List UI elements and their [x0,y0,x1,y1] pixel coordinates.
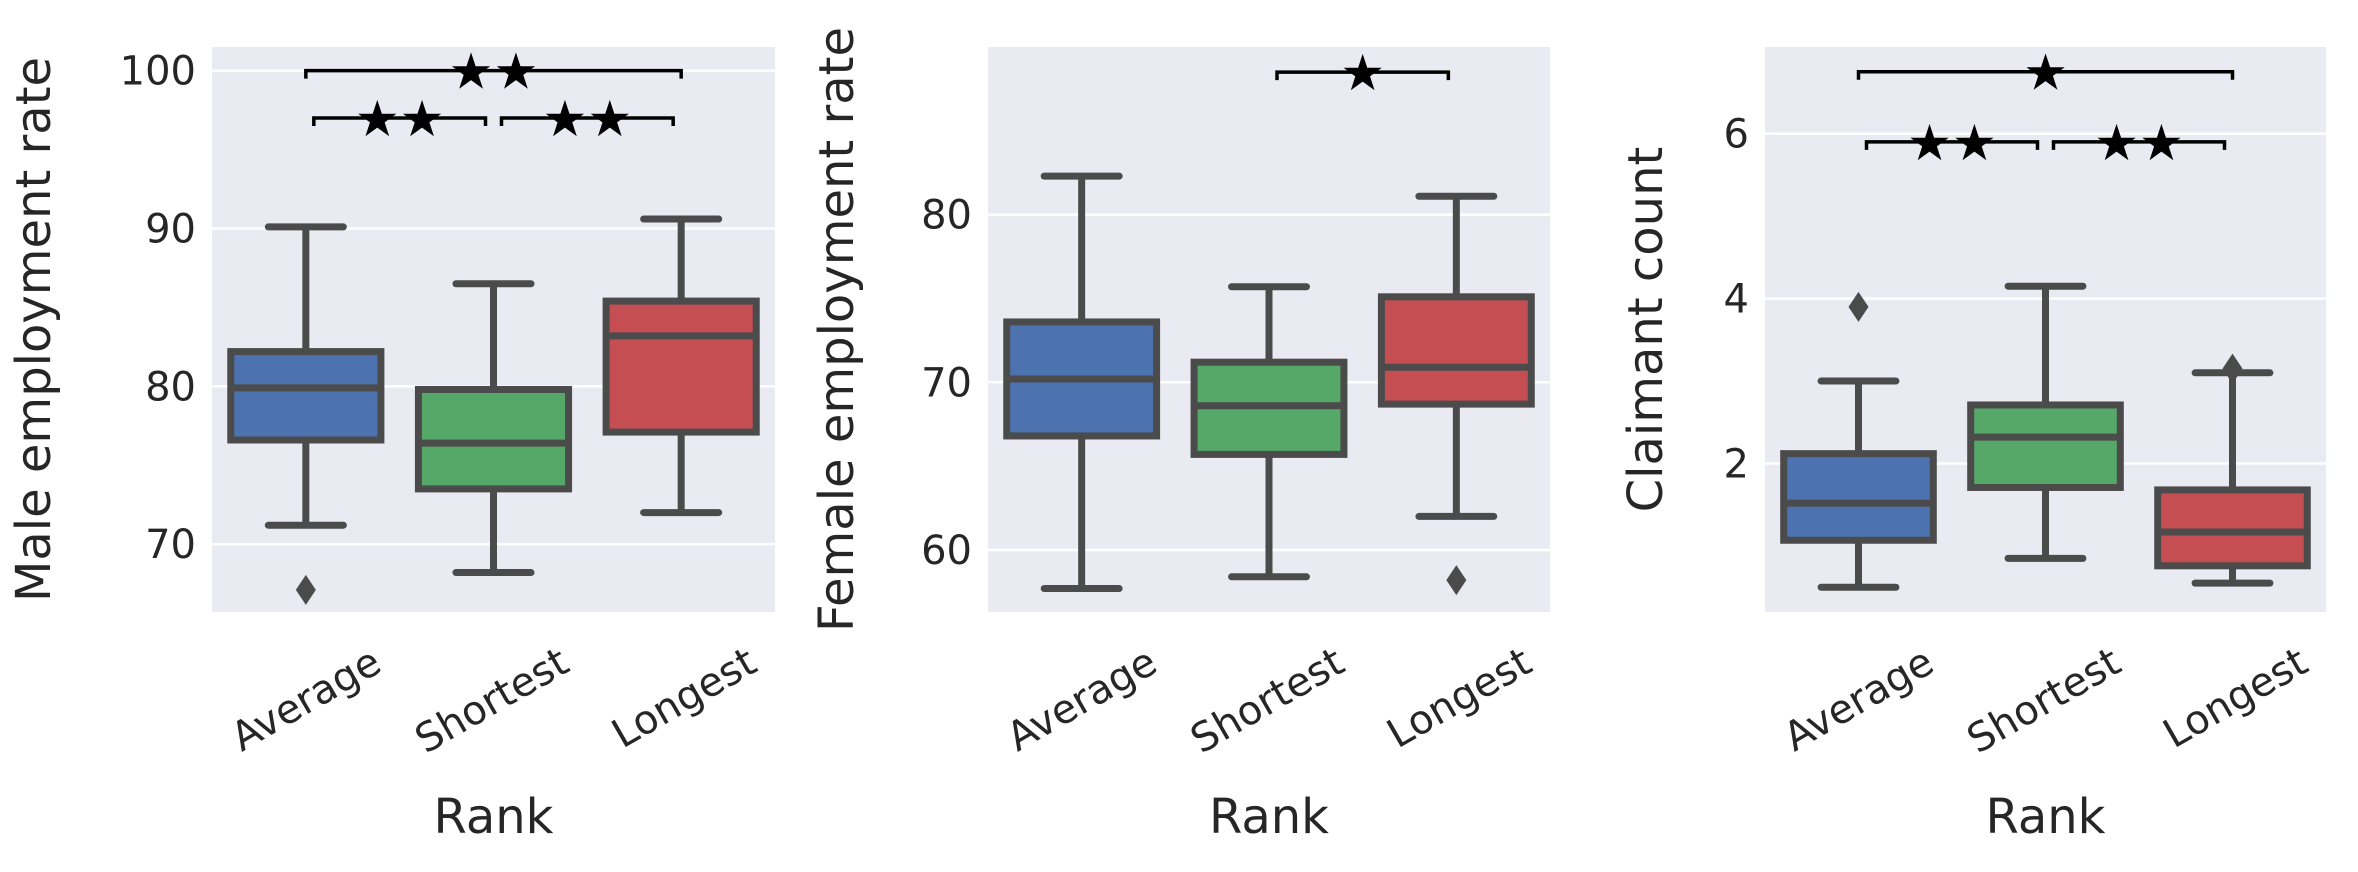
y-tick-label: 6 [1724,112,1749,158]
bracket-line [1864,140,2040,150]
y-tick-label: 100 [120,49,196,95]
y-tick-label: 2 [1724,442,1749,488]
box-longest [2154,353,2311,587]
box-average [227,223,385,605]
y-axis-label: Female employment rate [809,27,865,632]
box-longest [602,215,760,517]
y-tick-label: 60 [921,528,972,574]
bracket-line [312,116,488,127]
x-tick-label: Average [1776,639,1941,761]
box-body [2154,486,2311,570]
outlier-marker [1848,291,1869,322]
y-tick-label: 70 [921,360,972,406]
significance-stars: ★★ [2094,114,2184,172]
x-tick-label: Longest [1380,639,1540,758]
significance-bracket: ★★ [312,90,488,148]
box-average [1780,291,1937,591]
y-tick-label: 70 [145,522,196,568]
box-body [602,297,760,436]
bracket-line [2051,140,2227,150]
significance-bracket: ★★ [304,43,683,101]
bracket-line [304,68,683,79]
outlier-marker [2222,353,2243,384]
bracket-line [1275,70,1451,81]
significance-stars: ★ [1340,44,1385,102]
x-tick-label: Average [224,639,389,761]
x-tick-label: Shortest [408,639,577,763]
outlier-marker [1446,565,1467,596]
y-tick-label: 90 [145,206,196,252]
y-tick-label: 4 [1724,277,1749,323]
box-shortest [1190,283,1348,581]
y-tick-label: 80 [145,364,196,410]
subplot-2: 60 70 80 Average Shortest Longest Rank Female e… [809,27,1550,845]
significance-stars: ★ [2023,44,2068,102]
box-average [1003,172,1161,593]
x-tick-label: Longest [2156,639,2316,758]
x-axis-label: Rank [434,789,554,845]
box-shortest [414,280,573,577]
significance-bracket: ★ [1275,44,1451,102]
y-axis-label: Male employment rate [6,57,62,602]
x-axis-label: Rank [1209,789,1329,845]
significance-bracket: ★ [1856,44,2235,102]
box-longest [1377,192,1535,596]
significance-stars: ★★ [449,43,539,101]
x-tick-label: Average [999,639,1164,761]
bracket-line [1856,69,2235,80]
box-body [1377,293,1535,408]
significance-stars: ★★ [355,90,445,148]
x-tick-label: Shortest [1183,639,1352,763]
outlier-marker [295,574,316,605]
box-body [414,385,573,493]
box-body [227,348,385,444]
subplot-1: 70 80 90 100 Average Shortest Longest Rank Male … [6,43,775,845]
y-axis-label: Claimant count [1618,147,1674,513]
significance-bracket: ★★ [2051,114,2227,172]
bracket-line [499,116,675,127]
significance-stars: ★★ [1907,114,1997,172]
significance-bracket: ★★ [499,90,675,148]
x-tick-label: Longest [604,639,764,758]
y-tick-label: 80 [921,193,972,239]
box-body [1967,401,2124,491]
box-body [1780,450,1937,544]
significance-stars: ★★ [543,90,633,148]
x-tick-label: Shortest [1960,639,2129,763]
box-shortest [1967,282,2124,562]
subplot-3: 2 4 6 Average Shortest Longest Rank Claimant co… [1618,44,2326,845]
significance-bracket: ★★ [1864,114,2040,172]
x-axis-label: Rank [1986,789,2106,845]
